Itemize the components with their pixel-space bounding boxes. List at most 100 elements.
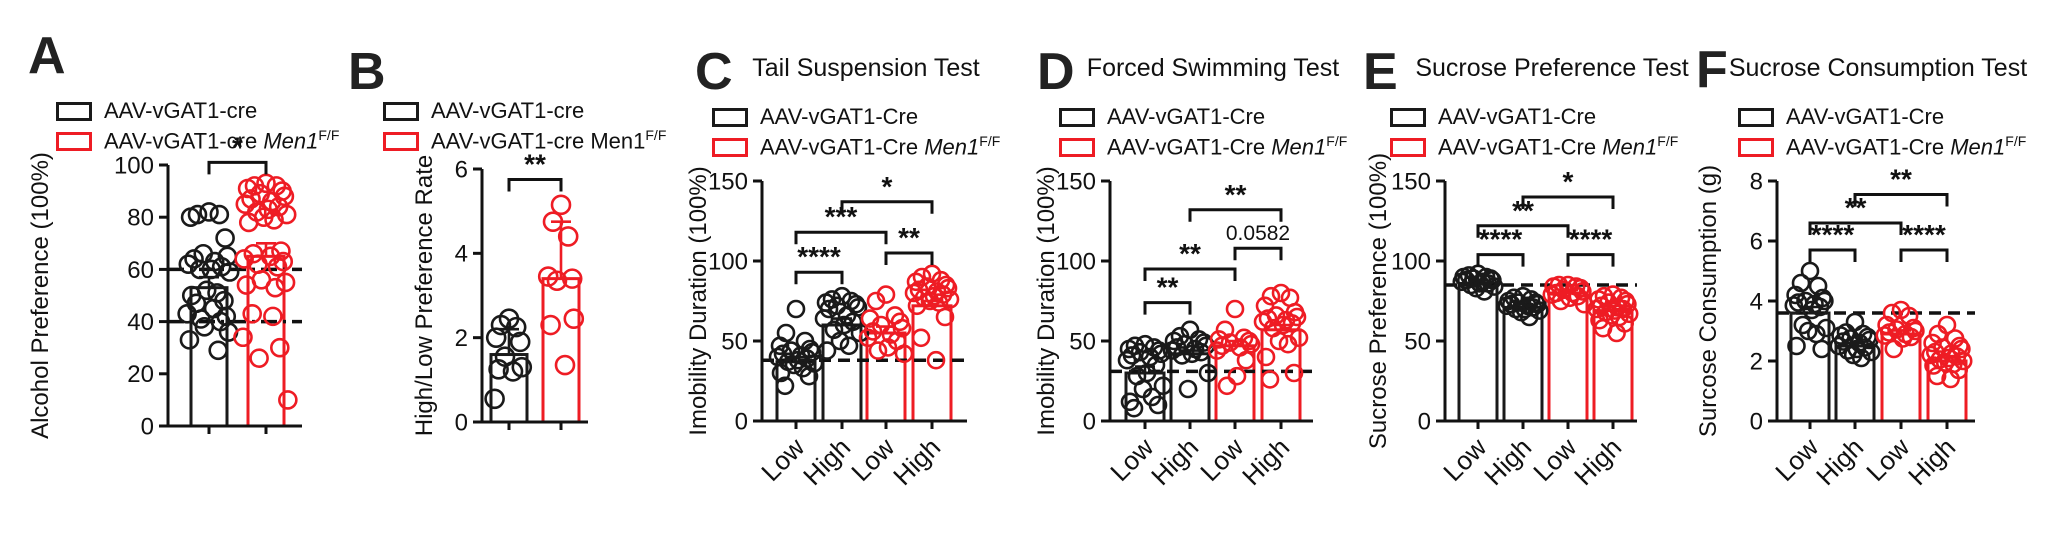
y-tick-label: 6 — [455, 156, 468, 183]
data-point — [1787, 336, 1806, 356]
y-tick-label: 50 — [721, 328, 748, 355]
data-point — [1551, 291, 1571, 311]
legend: AAV-vGAT1-cre AAV-vGAT1-cre Men1F/F — [383, 96, 666, 156]
y-tick-label: 20 — [127, 361, 154, 388]
data-point — [540, 314, 561, 336]
data-point — [1899, 306, 1919, 326]
legend-label: AAV-vGAT1-cre Men1F/F — [104, 127, 339, 154]
data-point — [490, 314, 512, 336]
data-point — [215, 228, 235, 248]
data-point — [866, 291, 886, 311]
data-point — [184, 249, 204, 269]
legend-item: AAV-vGAT1-cre Men1F/F — [56, 126, 339, 156]
x-category-label: Low — [1860, 432, 1915, 487]
y-tick-label: 150 — [1056, 168, 1096, 195]
y-tick-label: 100 — [1391, 248, 1431, 275]
data-point — [263, 306, 283, 327]
legend-label: AAV-vGAT1-Cre — [1438, 104, 1596, 130]
data-point — [550, 194, 572, 216]
y-tick-label: 40 — [127, 309, 154, 336]
data-point — [546, 270, 568, 292]
significance-bracket — [1566, 253, 1615, 267]
data-point — [265, 277, 286, 298]
data-point — [1924, 356, 1943, 375]
data-point — [274, 186, 295, 207]
data-point — [1927, 366, 1947, 386]
y-tick-label: 0 — [1083, 408, 1096, 435]
legend-gene-superscript: F/F — [979, 133, 1001, 150]
data-point — [1284, 363, 1304, 383]
y-tick-label: 50 — [1404, 328, 1431, 355]
legend: AAV-vGAT1-Cre AAV-vGAT1-Cre Men1F/F — [1390, 102, 1678, 162]
chart-B: 0 2 4 6 ** High/Low Preference Rate — [411, 149, 588, 436]
x-category-label: Low — [1769, 432, 1824, 487]
data-point — [1852, 348, 1871, 368]
data-point — [876, 285, 896, 304]
significance-stars: * — [1563, 166, 1574, 197]
data-point — [1953, 351, 1973, 371]
y-tick-label: 0 — [1418, 408, 1431, 435]
data-point — [1466, 278, 1486, 298]
data-point — [1607, 323, 1626, 343]
y-tick-label: 150 — [1391, 168, 1431, 195]
chart-title: Tail Suspension Test — [752, 54, 980, 82]
data-point — [911, 328, 931, 348]
data-point — [233, 327, 253, 348]
data-point — [563, 308, 585, 329]
significance-bracket — [1899, 248, 1949, 262]
data-point — [561, 268, 583, 289]
legend-label-text: AAV-vGAT1-cre — [104, 98, 258, 123]
data-point — [1838, 341, 1858, 360]
data-point — [1207, 341, 1227, 360]
legend-item: AAV-vGAT1-Cre — [712, 102, 1000, 132]
data-point — [1162, 341, 1182, 360]
x-category-label: Low — [1527, 432, 1582, 487]
data-point — [505, 316, 527, 338]
data-point — [1861, 342, 1881, 362]
data-point — [278, 390, 298, 410]
data-point — [1798, 321, 1818, 341]
legend-gene-superscript: F/F — [2005, 133, 2027, 150]
chart-A: 0 20 40 60 80 100 * Alcohol Preference (100%) — [27, 131, 302, 440]
legend-label: AAV-vGAT1-cre — [431, 98, 584, 124]
legend-label-text: AAV-vGAT1-Cre — [1786, 104, 1945, 129]
data-point — [907, 296, 927, 316]
chart-C: 050100150LowHighLowHigh**********Imobili… — [685, 166, 967, 491]
data-point — [238, 212, 259, 233]
legend: AAV-vGAT1-Cre AAV-vGAT1-Cre Men1F/F — [1059, 102, 1347, 162]
y-tick-label: 60 — [127, 257, 154, 284]
y-tick-label: 100 — [708, 248, 748, 275]
y-tick-label: 0 — [1750, 408, 1763, 435]
data-point — [1475, 282, 1494, 301]
data-point — [264, 210, 284, 230]
significance-bracket — [1476, 253, 1525, 267]
chart-title: Sucrose Preference Test — [1415, 54, 1689, 82]
significance-bracket — [1808, 248, 1857, 262]
bar — [1502, 305, 1544, 423]
data-point — [485, 327, 507, 348]
significance-stars: ** — [898, 222, 920, 253]
data-point — [267, 256, 288, 277]
data-point — [1843, 345, 1863, 365]
significance-stars: ** — [1845, 192, 1867, 223]
bar — [541, 277, 581, 424]
data-point — [771, 363, 791, 383]
data-point — [276, 204, 297, 225]
bar — [1547, 291, 1589, 423]
legend-label: AAV-vGAT1-Cre Men1F/F — [760, 133, 1000, 160]
data-point — [868, 341, 888, 360]
data-point — [1178, 379, 1198, 399]
legend-gene-name: Men1 — [1602, 134, 1658, 160]
panel-E: E Sucrose Preference Test AAV-vGAT1-Cre AAV… — [1360, 0, 1700, 544]
panel-letter-B: B — [348, 43, 386, 101]
bar — [1169, 352, 1211, 423]
legend-swatch-icon — [1390, 137, 1426, 157]
panel-B: B AAV-vGAT1-cre AAV-vGAT1-cre Men1F/F 0 2 4 6 *… — [338, 0, 690, 544]
data-point — [180, 207, 201, 227]
legend-item: AAV-vGAT1-Cre Men1F/F — [1390, 132, 1678, 162]
data-point — [881, 325, 901, 344]
y-axis-label: Imobility Duration (100%) — [1033, 166, 1060, 435]
data-point — [1261, 286, 1281, 306]
data-point — [1520, 307, 1539, 327]
data-point — [1148, 395, 1168, 415]
